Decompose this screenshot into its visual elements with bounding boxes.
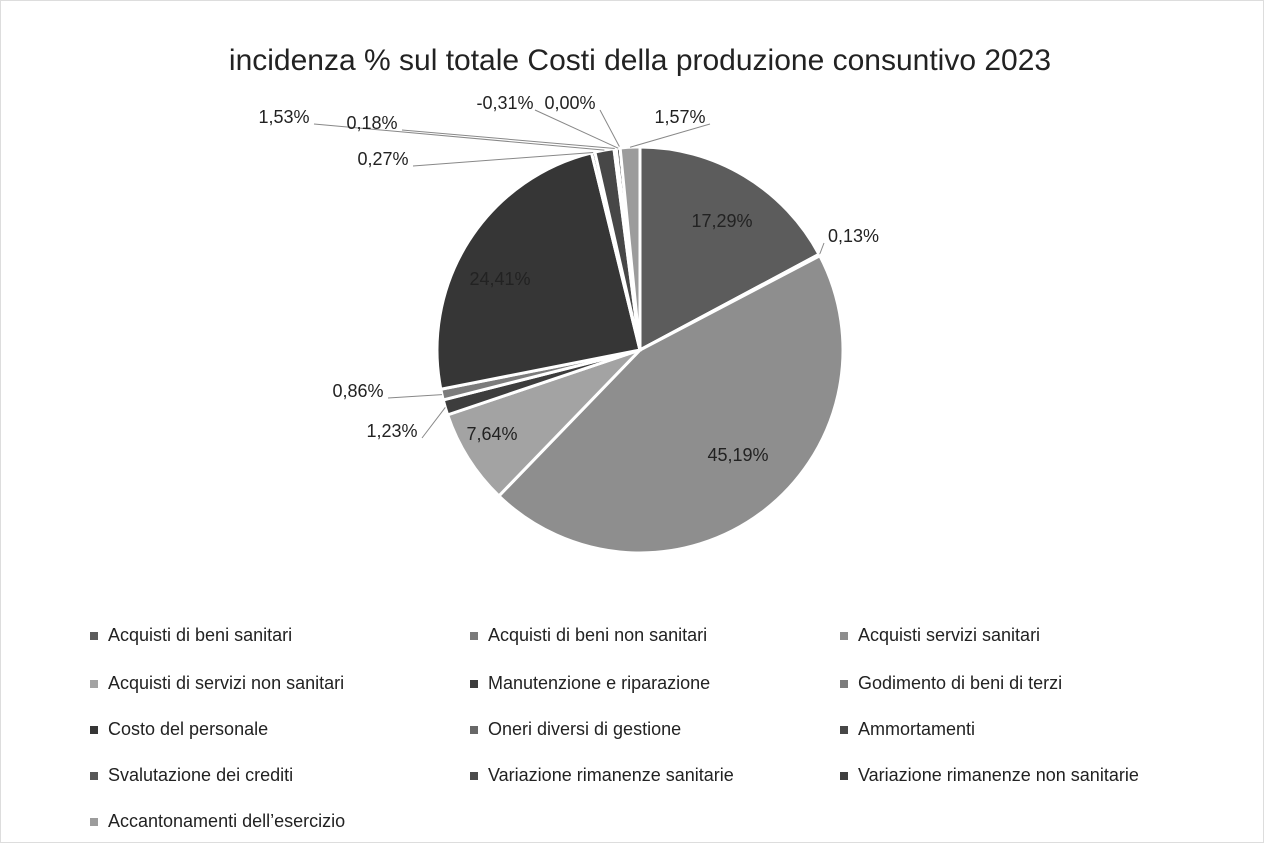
legend-label: Manutenzione e riparazione xyxy=(488,673,710,693)
data-label: 0,18% xyxy=(346,113,397,133)
legend-label: Variazione rimanenze sanitarie xyxy=(488,765,734,785)
legend-label: Accantonamenti dell’esercizio xyxy=(108,811,345,831)
data-label: 0,13% xyxy=(828,226,879,246)
data-label: -0,31% xyxy=(476,93,533,113)
legend-swatch xyxy=(840,680,848,688)
data-label: 17,29% xyxy=(691,211,752,231)
data-label: 1,23% xyxy=(366,421,417,441)
legend-swatch xyxy=(840,632,848,640)
chart-title: incidenza % sul totale Costi della produ… xyxy=(229,44,1051,77)
legend-swatch xyxy=(470,680,478,688)
leader-line xyxy=(387,394,442,399)
legend-label: Acquisti di servizi non sanitari xyxy=(108,673,344,693)
pie-slice xyxy=(618,145,642,351)
legend-label: Ammortamenti xyxy=(858,719,975,739)
pie-slice xyxy=(638,145,822,353)
legend-label: Variazione rimanenze non sanitarie xyxy=(858,765,1139,785)
legend-swatch xyxy=(470,632,478,640)
data-label: 7,64% xyxy=(466,424,517,444)
legend-label: Acquisti servizi sanitari xyxy=(858,625,1040,645)
pie-slice xyxy=(496,253,845,555)
data-label: 0,00% xyxy=(544,93,595,113)
legend-swatch xyxy=(470,772,478,780)
legend-label: Svalutazione dei crediti xyxy=(108,765,293,785)
legend-swatch xyxy=(90,726,98,734)
legend-swatch xyxy=(90,818,98,826)
leader-line xyxy=(421,407,446,439)
legend-label: Oneri diversi di gestione xyxy=(488,719,681,739)
pie-slice xyxy=(445,348,642,499)
leader-line xyxy=(629,123,711,148)
pie-slice xyxy=(435,151,642,392)
legend-label: Costo del personale xyxy=(108,719,268,739)
data-label: 1,57% xyxy=(654,107,705,127)
data-label: 24,41% xyxy=(469,269,530,289)
data-label: 1,53% xyxy=(258,107,309,127)
legend-label: Acquisti di beni non sanitari xyxy=(488,625,707,645)
data-label: 0,27% xyxy=(357,149,408,169)
legend-swatch xyxy=(470,726,478,734)
legend-swatch xyxy=(90,772,98,780)
leader-line xyxy=(401,129,616,150)
data-label: 45,19% xyxy=(707,445,768,465)
leader-line xyxy=(599,109,621,149)
legend-swatch xyxy=(90,680,98,688)
data-label: 0,86% xyxy=(332,381,383,401)
leader-line xyxy=(313,123,605,151)
leader-line xyxy=(412,151,594,167)
legend-label: Acquisti di beni sanitari xyxy=(108,625,292,645)
legend-swatch xyxy=(840,772,848,780)
legend-label: Godimento di beni di terzi xyxy=(858,673,1062,693)
leader-line xyxy=(534,109,619,149)
legend-swatch xyxy=(90,632,98,640)
legend-swatch xyxy=(840,726,848,734)
leader-line xyxy=(818,242,825,256)
